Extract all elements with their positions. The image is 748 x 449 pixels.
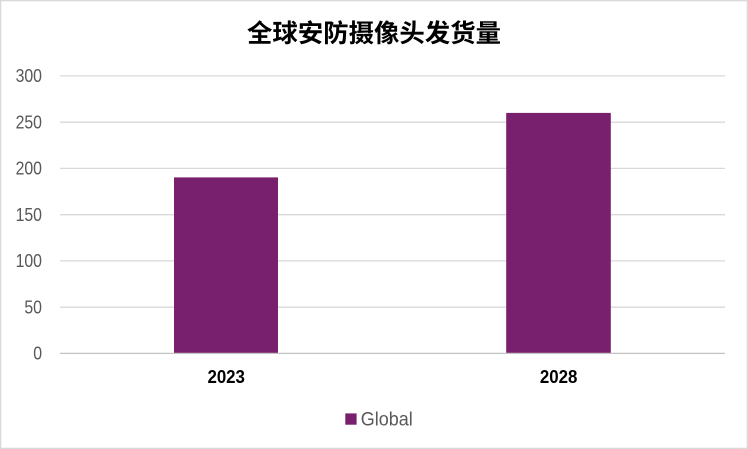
svg-text:200: 200 (16, 159, 42, 179)
svg-text:150: 150 (16, 205, 42, 225)
svg-text:0: 0 (33, 344, 42, 364)
svg-text:100: 100 (16, 251, 42, 271)
svg-text:50: 50 (24, 297, 42, 317)
svg-text:250: 250 (16, 112, 42, 132)
svg-text:Global: Global (361, 409, 413, 430)
svg-text:2028: 2028 (540, 366, 578, 387)
svg-text:300: 300 (16, 66, 42, 86)
svg-text:2023: 2023 (207, 366, 245, 387)
